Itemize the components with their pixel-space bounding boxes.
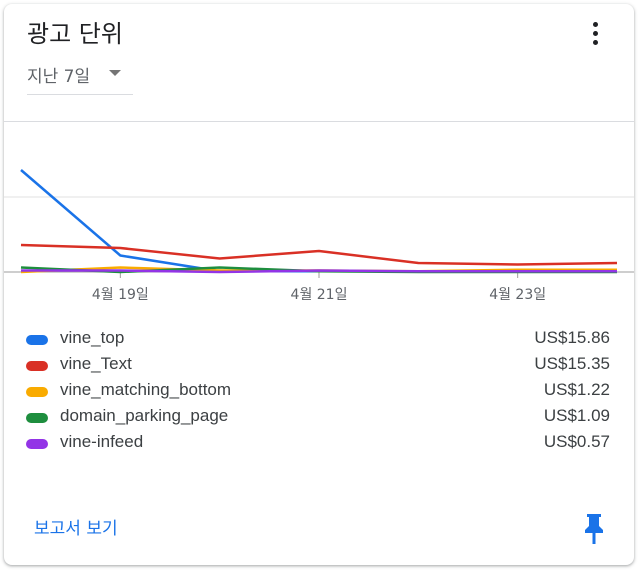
series-line-vine-infeed xyxy=(21,269,617,274)
pin-icon[interactable] xyxy=(582,512,606,546)
date-range-label: 지난 7일 xyxy=(27,67,91,87)
legend-item: vine_top US$15.86 xyxy=(26,328,616,354)
dropdown-arrow-icon xyxy=(109,70,121,76)
legend-value: US$0.57 xyxy=(543,432,610,451)
x-tick-label: 4월 23일 xyxy=(489,287,546,302)
legend: vine_top US$15.86 vine_Text US$15.35 vine_ma… xyxy=(26,328,616,458)
legend-value: US$1.22 xyxy=(543,380,610,399)
legend-name: domain_parking_page xyxy=(60,406,229,425)
legend-value: US$1.09 xyxy=(543,406,610,425)
series-line-vine_Text xyxy=(20,243,618,266)
series-line-vine_top xyxy=(20,169,617,273)
legend-item: vine_matching_bottom US$1.22 xyxy=(26,380,616,406)
view-report-link[interactable]: 보고서 보기 xyxy=(34,519,118,539)
date-range-dropdown[interactable]: 지난 7일 xyxy=(27,58,133,95)
ad-units-card: 광고 단위 지난 7일 4월 19일 4월 21일 4월 23일 vine_top U… xyxy=(4,4,634,565)
legend-swatch xyxy=(26,335,48,345)
line-chart: 4월 19일 4월 21일 4월 23일 xyxy=(4,169,634,302)
legend-swatch xyxy=(26,413,48,423)
legend-name: vine_top xyxy=(60,328,125,347)
legend-value: US$15.86 xyxy=(534,328,610,347)
more-vert-icon[interactable] xyxy=(580,16,610,50)
legend-name: vine_Text xyxy=(60,354,132,373)
legend-item: vine-infeed US$0.57 xyxy=(26,432,616,458)
legend-value: US$15.35 xyxy=(534,354,610,373)
header-divider xyxy=(4,121,634,122)
card-title: 광고 단위 xyxy=(27,20,123,48)
x-tick-label: 4월 19일 xyxy=(92,287,149,302)
legend-name: vine-infeed xyxy=(60,432,144,451)
legend-item: domain_parking_page US$1.09 xyxy=(26,406,616,432)
x-tick-label: 4월 21일 xyxy=(291,287,348,302)
legend-swatch xyxy=(26,439,48,449)
legend-item: vine_Text US$15.35 xyxy=(26,354,616,380)
legend-swatch xyxy=(26,387,48,397)
legend-swatch xyxy=(26,361,48,371)
legend-name: vine_matching_bottom xyxy=(60,380,232,399)
